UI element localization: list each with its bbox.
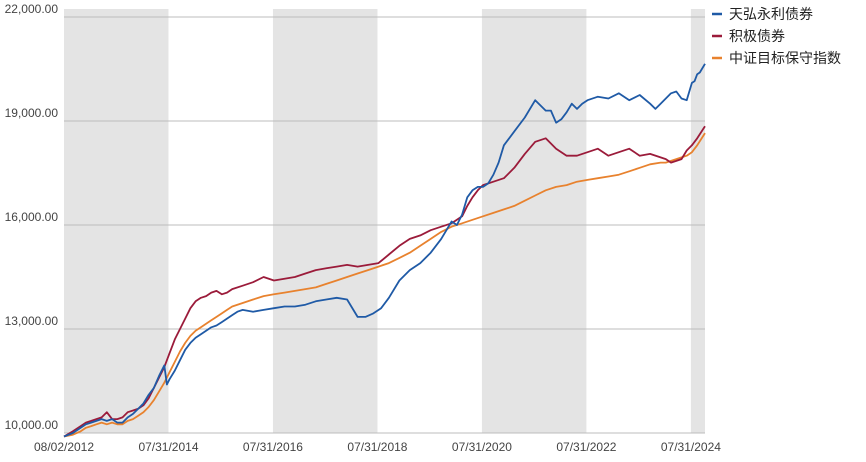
x-tick-label: 07/31/2018 [347,440,407,454]
y-tick-label: 22,000.00 [5,2,59,16]
x-tick-label: 07/31/2024 [661,440,721,454]
shaded-period-4 [690,9,705,433]
x-axis-tick-labels: 08/02/2012 07/31/2014 07/31/2016 07/31/2018… [34,440,721,454]
shaded-periods [64,9,705,433]
horizontal-gridlines [64,16,705,434]
x-tick-label: 07/31/2022 [556,440,616,454]
y-tick-label: 19,000.00 [5,106,59,120]
legend-label: 中证目标保守指数 [729,50,841,66]
series-line-2 [63,125,706,438]
x-tick-label: 08/02/2012 [34,440,94,454]
y-tick-label: 16,000.00 [5,210,59,224]
shaded-period-2 [272,9,378,433]
legend-label: 积极债券 [729,28,785,44]
series-lines [63,63,706,438]
x-tick-label: 07/31/2014 [138,440,198,454]
series-line-1 [63,63,706,438]
legend-label: 天弘永利债券 [729,6,813,22]
y-tick-label: 13,000.00 [5,314,59,328]
x-tick-label: 07/31/2016 [243,440,303,454]
shaded-period-1 [64,9,169,433]
x-tick-label: 07/31/2020 [452,440,512,454]
y-axis-tick-labels: 10,000.00 13,000.00 16,000.00 19,000.00 22,0… [5,2,59,432]
y-tick-label: 10,000.00 [5,418,59,432]
shaded-period-3 [481,9,587,433]
series-line-3 [63,132,706,438]
